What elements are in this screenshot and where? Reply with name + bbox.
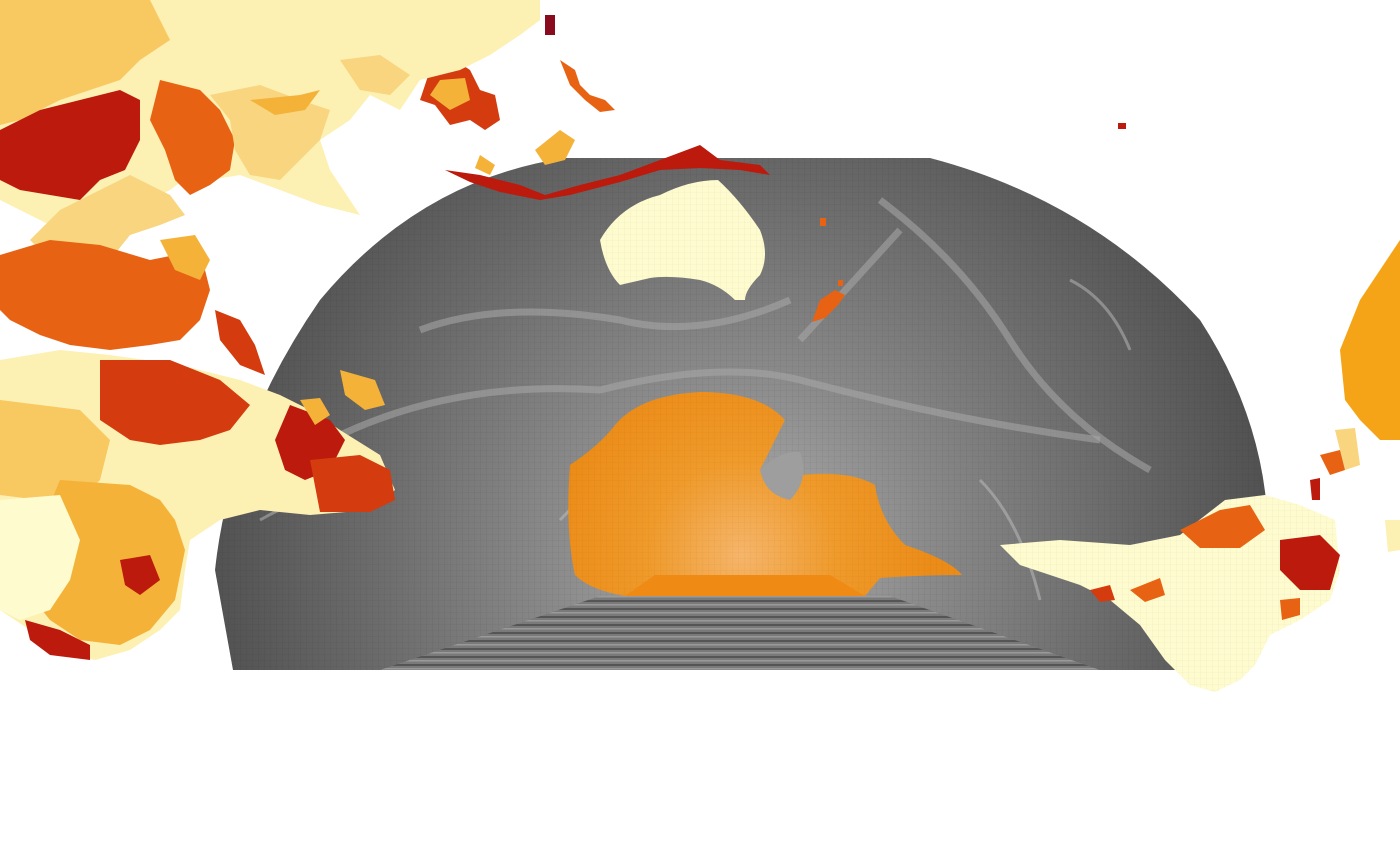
landmass-africa xyxy=(0,350,395,660)
landmass-east-fragment xyxy=(1310,240,1400,552)
landmass-middle-east xyxy=(0,235,385,410)
landmass-new-zealand xyxy=(812,218,845,322)
polar-band xyxy=(380,596,1100,670)
landmass-antarctica xyxy=(568,392,962,596)
landmass-asia xyxy=(0,0,540,275)
ocean-ridges xyxy=(328,197,1152,474)
landmass-maritime-asia xyxy=(420,15,1126,200)
landmass-australia xyxy=(600,180,765,300)
landmass-south-america xyxy=(1000,495,1340,692)
